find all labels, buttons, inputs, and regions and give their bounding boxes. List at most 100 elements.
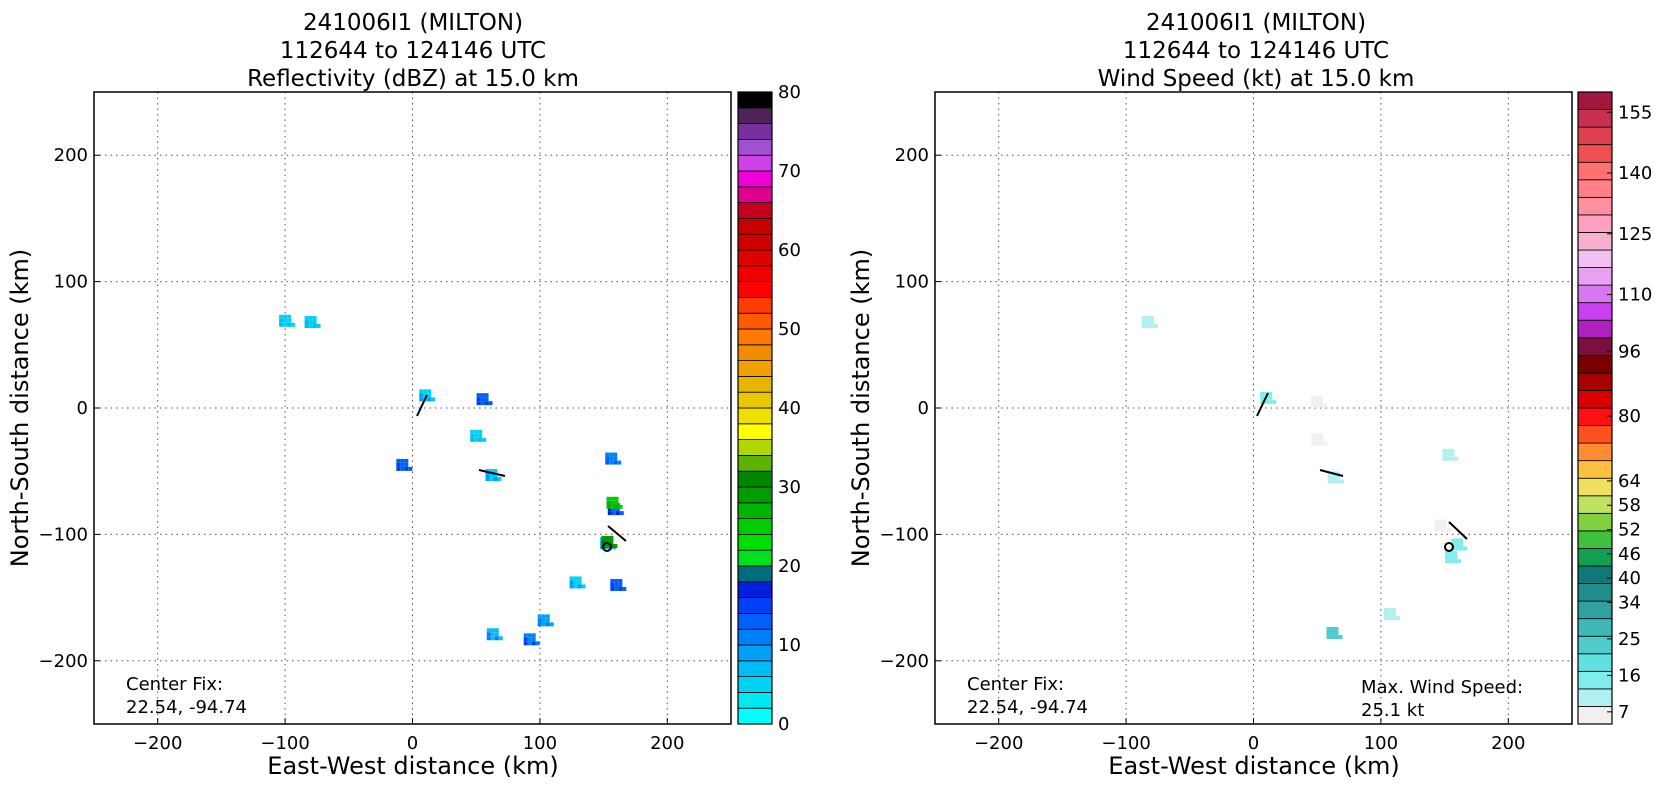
right-feature-1-cell-3 <box>1264 399 1269 404</box>
left-feature-15-cell-6 <box>523 633 528 638</box>
left-feature-5-cell-1 <box>493 472 498 477</box>
right-feature-6-cell-0 <box>1438 523 1443 528</box>
left-colorbar-tick-label-3: 30 <box>778 477 801 498</box>
right-feature-3 <box>1311 433 1328 446</box>
left-ytick-label-4: 200 <box>54 145 88 166</box>
left-feature-6-cell-1 <box>404 462 409 467</box>
left-colorbar-segment-11 <box>737 534 773 551</box>
left-feature-11-cell-0 <box>605 539 610 544</box>
left-feature-15-cell-5 <box>531 641 536 646</box>
left-feature-13-cell-9 <box>577 576 582 581</box>
right-center-fix-value: 22.54, -94.74 <box>967 697 1088 718</box>
left-colorbar-segment-26 <box>737 296 773 314</box>
left-feature-9-cell-7 <box>618 504 623 509</box>
left-colorbar-segment-17 <box>737 439 773 456</box>
left-feature-9-cell-0 <box>610 500 615 505</box>
left-ytick-label-2: 0 <box>77 398 88 419</box>
left-feature-8-cell-5 <box>615 511 620 516</box>
left-feature-7-cell-1 <box>613 456 618 461</box>
right-ytick-label-0: −200 <box>880 651 929 672</box>
left-xtick-label-2: 0 <box>407 733 418 754</box>
left-xtick-label-4: 200 <box>650 733 684 754</box>
left-feature-2-cell-0 <box>423 393 428 398</box>
right-colorbar-tick-label-0: 7 <box>1618 702 1629 723</box>
left-feature-4-cell-8 <box>470 437 475 442</box>
right-feature-0-cell-9 <box>1149 316 1154 321</box>
left-feature-15-cell-2 <box>523 637 528 642</box>
right-feature-10-cell-3 <box>1330 634 1335 639</box>
right-feature-8-cell-5 <box>1452 559 1457 564</box>
right-feature-3-cell-9 <box>1319 433 1324 438</box>
max-wind-speed-value: 25.1 kt <box>1361 700 1424 721</box>
left-feature-3-cell-1 <box>484 397 489 402</box>
right-feature-8 <box>1444 551 1461 564</box>
right-colorbar-tick-label-4: 40 <box>1618 568 1641 589</box>
left-feature-9-cell-1 <box>614 500 619 505</box>
left-x-axis-label: East-West distance (km) <box>267 752 558 780</box>
left-feature-11-cell-1 <box>609 539 614 544</box>
left-colorbar-segment-32 <box>737 202 773 219</box>
right-feature-9 <box>1383 608 1400 621</box>
right-title-line-1: 241006I1 (MILTON) <box>1146 10 1366 36</box>
left-feature-0-cell-7 <box>291 322 296 327</box>
right-x-ticks: −200 −100 0 100 200 <box>974 718 1525 754</box>
left-feature-7-cell-3 <box>609 460 614 465</box>
left-colorbar-segment-1 <box>737 692 773 709</box>
right-feature-9-cell-5 <box>1391 616 1396 621</box>
left-feature-0 <box>279 314 296 327</box>
left-feature-9-cell-8 <box>606 504 611 509</box>
right-colorbar-segment-32 <box>1577 144 1613 163</box>
left-feature-12-cell-2 <box>610 582 615 587</box>
right-colorbar-tick-label-5: 46 <box>1618 544 1641 565</box>
left-colorbar-segment-31 <box>737 217 773 235</box>
right-feature-5 <box>1442 448 1459 461</box>
left-feature-16 <box>486 628 503 641</box>
left-feature-2-cell-1 <box>427 393 432 398</box>
right-feature-3-cell-7 <box>1323 441 1328 446</box>
right-feature-7-cell-1 <box>1459 542 1464 547</box>
left-feature-4-cell-2 <box>470 433 475 438</box>
left-feature-9-cell-5 <box>614 504 619 509</box>
left-feature-14-cell-6 <box>537 614 542 619</box>
right-xtick-label-3: 100 <box>1364 733 1398 754</box>
left-colorbar-segment-6 <box>737 613 773 630</box>
right-feature-10-cell-1 <box>1334 630 1339 635</box>
right-feature-0-cell-4 <box>1145 316 1150 321</box>
right-colorbar-tick-label-12: 125 <box>1618 224 1652 245</box>
left-feature-16-cell-5 <box>494 636 499 641</box>
left-feature-13-cell-5 <box>577 584 582 589</box>
left-feature-16-cell-7 <box>498 636 503 641</box>
right-colorbar-segment-12 <box>1577 495 1613 514</box>
right-feature-9-cell-7 <box>1395 616 1400 621</box>
right-feature-0-cell-3 <box>1145 324 1150 329</box>
left-feature-3-cell-3 <box>480 401 485 406</box>
left-feature-5-cell-3 <box>489 476 494 481</box>
right-colorbar-segment-28 <box>1577 214 1613 233</box>
left-feature-15-cell-4 <box>527 633 532 638</box>
right-feature-7-cell-2 <box>1451 542 1456 547</box>
right-feature-3-cell-1 <box>1319 437 1324 442</box>
left-feature-16-cell-4 <box>490 628 495 633</box>
left-feature-9-cell-2 <box>606 500 611 505</box>
left-feature-6-cell-5 <box>404 466 409 471</box>
left-track-segment-2 <box>478 469 506 477</box>
right-colorbar-segment-23 <box>1577 302 1613 321</box>
right-feature-10-cell-6 <box>1326 626 1331 631</box>
left-colorbar-segment-12 <box>737 518 773 535</box>
left-feature-12-cell-8 <box>610 586 615 591</box>
left-feature-9 <box>606 496 623 509</box>
right-feature-0-cell-1 <box>1149 320 1154 325</box>
left-colorbar-segment-39 <box>737 91 773 109</box>
left-feature-9-cell-6 <box>606 496 611 501</box>
left-colorbar-segment-8 <box>737 581 773 598</box>
left-colorbar-segment-2 <box>737 676 773 693</box>
left-colorbar-tick-label-5: 50 <box>778 319 801 340</box>
left-colorbar-segment-34 <box>737 170 773 188</box>
right-colorbar-segment-31 <box>1577 161 1613 181</box>
left-feature-1-cell-2 <box>304 320 309 325</box>
right-feature-8-cell-0 <box>1448 555 1453 560</box>
left-feature-12-cell-5 <box>618 586 623 591</box>
left-feature-12-cell-7 <box>622 586 627 591</box>
left-colorbar-tick-label-4: 40 <box>778 398 801 419</box>
right-colorbar-tick-label-3: 34 <box>1618 592 1641 613</box>
